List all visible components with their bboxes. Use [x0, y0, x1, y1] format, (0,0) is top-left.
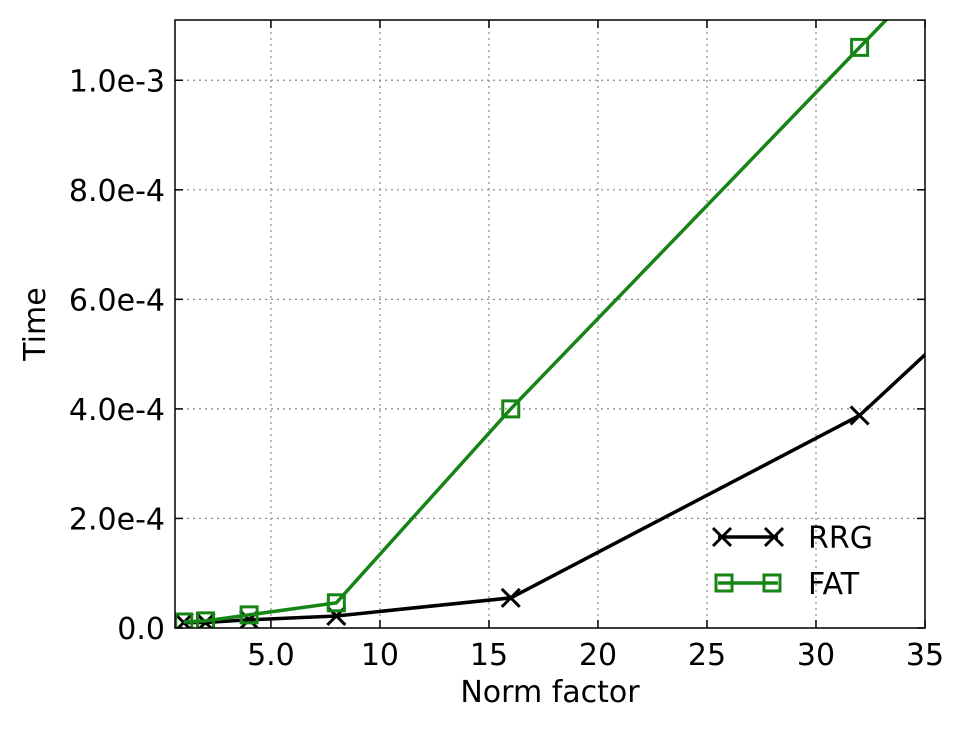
y-tick-label: 4.0e-4: [69, 393, 165, 428]
legend-label: RRG: [808, 521, 873, 556]
x-tick-label: 20: [579, 638, 617, 673]
y-tick-label: 1.0e-3: [69, 64, 165, 99]
x-axis-label: Norm factor: [460, 675, 640, 710]
marker: [326, 593, 346, 613]
marker: [849, 405, 870, 426]
marker: [239, 605, 259, 625]
marker: [500, 587, 521, 608]
y-tick-label: 0.0: [117, 612, 165, 647]
x-tick-label: 25: [688, 638, 726, 673]
plot-frame: [174, 19, 926, 629]
plot-area: [175, 20, 925, 628]
legend-marker: [711, 526, 733, 548]
marker: [196, 611, 216, 628]
y-axis-label: Time: [18, 287, 53, 361]
x-tick-label: 10: [361, 638, 399, 673]
marker: [850, 37, 870, 57]
y-tick-label: 6.0e-4: [69, 283, 165, 318]
x-tick-label: 15: [470, 638, 508, 673]
series-line: [183, 20, 889, 624]
x-tick-label: 5.0: [247, 638, 295, 673]
marker: [175, 612, 194, 628]
y-tick-label: 8.0e-4: [69, 174, 165, 209]
legend-marker: [762, 573, 782, 593]
x-tick-label: 35: [906, 638, 944, 673]
legend-marker: [714, 573, 734, 593]
marker: [501, 399, 521, 419]
legend-marker: [763, 526, 785, 548]
legend-label: FAT: [808, 567, 860, 602]
x-tick-label: 30: [797, 638, 835, 673]
y-tick-label: 2.0e-4: [69, 502, 165, 537]
